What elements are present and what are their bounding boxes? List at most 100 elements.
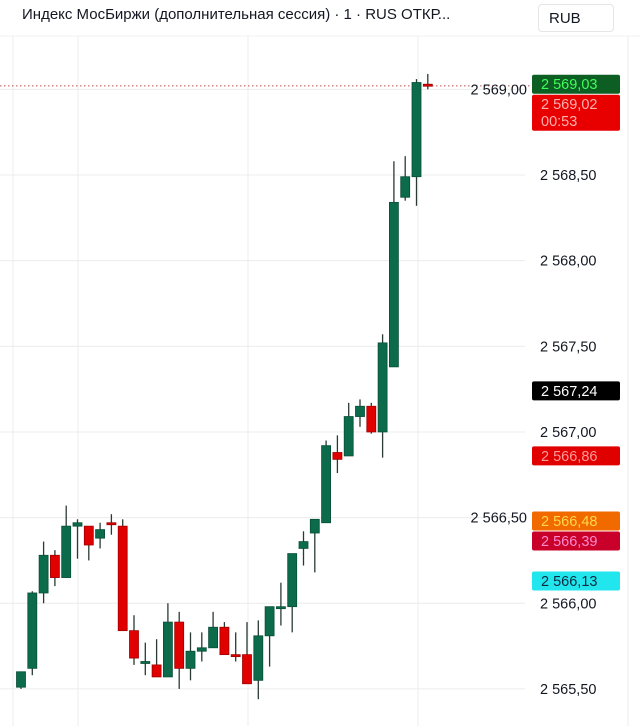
candle-body <box>72 522 83 527</box>
candle-up <box>16 671 26 689</box>
candle-body <box>83 525 94 546</box>
price-label-bg <box>532 446 620 466</box>
currency-selector[interactable]: RUB <box>538 4 614 32</box>
candle-body <box>377 342 388 433</box>
candle-body <box>264 606 275 637</box>
candle-down <box>422 73 433 90</box>
candle-up <box>140 642 151 676</box>
candle-up <box>253 620 264 700</box>
candle-down <box>332 435 343 474</box>
candle-up <box>264 606 275 667</box>
price-label-bg <box>532 74 620 94</box>
candle-body <box>366 405 377 433</box>
candle-body <box>411 82 422 178</box>
y-tick-label: 2 567,00 <box>540 425 596 441</box>
candle-body <box>95 529 105 539</box>
price-label: 2 566,13 <box>532 571 620 591</box>
candle-up <box>309 518 320 573</box>
candle-body <box>332 452 343 460</box>
candle-body <box>16 671 26 688</box>
y-tick-label: 2 565,50 <box>540 682 596 698</box>
price-label-bg <box>532 381 620 401</box>
candle-body <box>38 554 49 594</box>
price-label: 2 566,86 <box>532 446 620 466</box>
countdown-text: 00:53 <box>541 114 577 130</box>
candle-up <box>38 541 49 604</box>
candle-body <box>287 553 298 608</box>
candle-up <box>411 79 422 206</box>
candle-body <box>117 525 128 632</box>
candle-up <box>95 522 105 549</box>
candle-body <box>27 592 38 669</box>
candle-body <box>208 626 219 649</box>
candle-body <box>219 626 230 656</box>
candle-body <box>388 202 399 368</box>
price-label-text: 2 566,13 <box>541 574 597 590</box>
candle-body <box>106 522 117 526</box>
candle-body <box>50 554 60 578</box>
candle-down <box>50 550 60 587</box>
price-label-bg <box>532 511 620 531</box>
price-label: 2 569,03 <box>532 74 620 94</box>
candle-body <box>400 176 411 198</box>
price-label-text: 2 567,24 <box>541 384 597 400</box>
candle-up <box>298 531 309 566</box>
candle-body <box>151 664 162 678</box>
y-tick-label: 2 566,50 <box>471 511 527 527</box>
candle-up <box>400 156 411 201</box>
price-label-bg <box>532 571 620 591</box>
candle-body <box>196 647 207 652</box>
price-label-text: 2 569,02 <box>541 97 597 113</box>
price-label: 2 566,48 <box>532 511 620 531</box>
candle-up <box>27 591 38 676</box>
price-label-text: 2 566,39 <box>541 534 597 550</box>
candle-body <box>162 621 173 678</box>
candle-body <box>185 650 196 669</box>
chart-title: Индекс МосБиржи (дополнительная сессия) … <box>22 6 451 23</box>
candle-up <box>355 399 365 427</box>
candle-body <box>298 541 309 549</box>
candle-up <box>72 519 83 559</box>
candle-up <box>287 553 298 633</box>
price-label-text: 2 566,48 <box>541 514 597 530</box>
candle-body <box>422 83 433 87</box>
candle-up <box>377 334 388 458</box>
candle-up <box>388 161 399 368</box>
candle-down <box>117 519 128 632</box>
y-tick-label: 2 567,50 <box>540 339 596 355</box>
price-label: 2 567,24 <box>532 381 620 401</box>
price-label-bg <box>532 531 620 551</box>
y-tick-label: 2 568,00 <box>540 254 596 270</box>
price-label: 2 566,39 <box>532 531 620 551</box>
candle-body <box>321 445 332 524</box>
price-label-text: 2 569,03 <box>541 77 597 93</box>
candle-down <box>366 402 377 434</box>
candle-body <box>253 635 264 681</box>
y-tick-label: 2 568,50 <box>540 168 596 184</box>
candle-up <box>321 440 332 524</box>
candle-up <box>162 603 173 678</box>
candle-body <box>174 621 185 669</box>
candle-down <box>174 611 185 689</box>
candle-body <box>275 606 286 610</box>
candle-up <box>208 611 219 649</box>
y-tick-label: 2 569,00 <box>471 82 527 98</box>
candle-down <box>106 514 117 535</box>
candle-up <box>196 632 207 662</box>
candle-body <box>343 416 354 457</box>
candle-down <box>129 615 139 665</box>
candle-up <box>343 402 354 457</box>
candle-down <box>151 639 162 678</box>
candle-down <box>230 632 241 662</box>
candle-body <box>242 654 252 685</box>
candle-body <box>140 661 151 664</box>
candle-down <box>219 622 230 656</box>
y-tick-label: 2 566,00 <box>540 596 596 612</box>
candle-body <box>230 654 241 658</box>
price-label-text: 2 566,86 <box>541 449 597 465</box>
price-label-bg <box>532 94 620 131</box>
candle-up <box>61 505 72 578</box>
candle-up <box>275 582 286 626</box>
